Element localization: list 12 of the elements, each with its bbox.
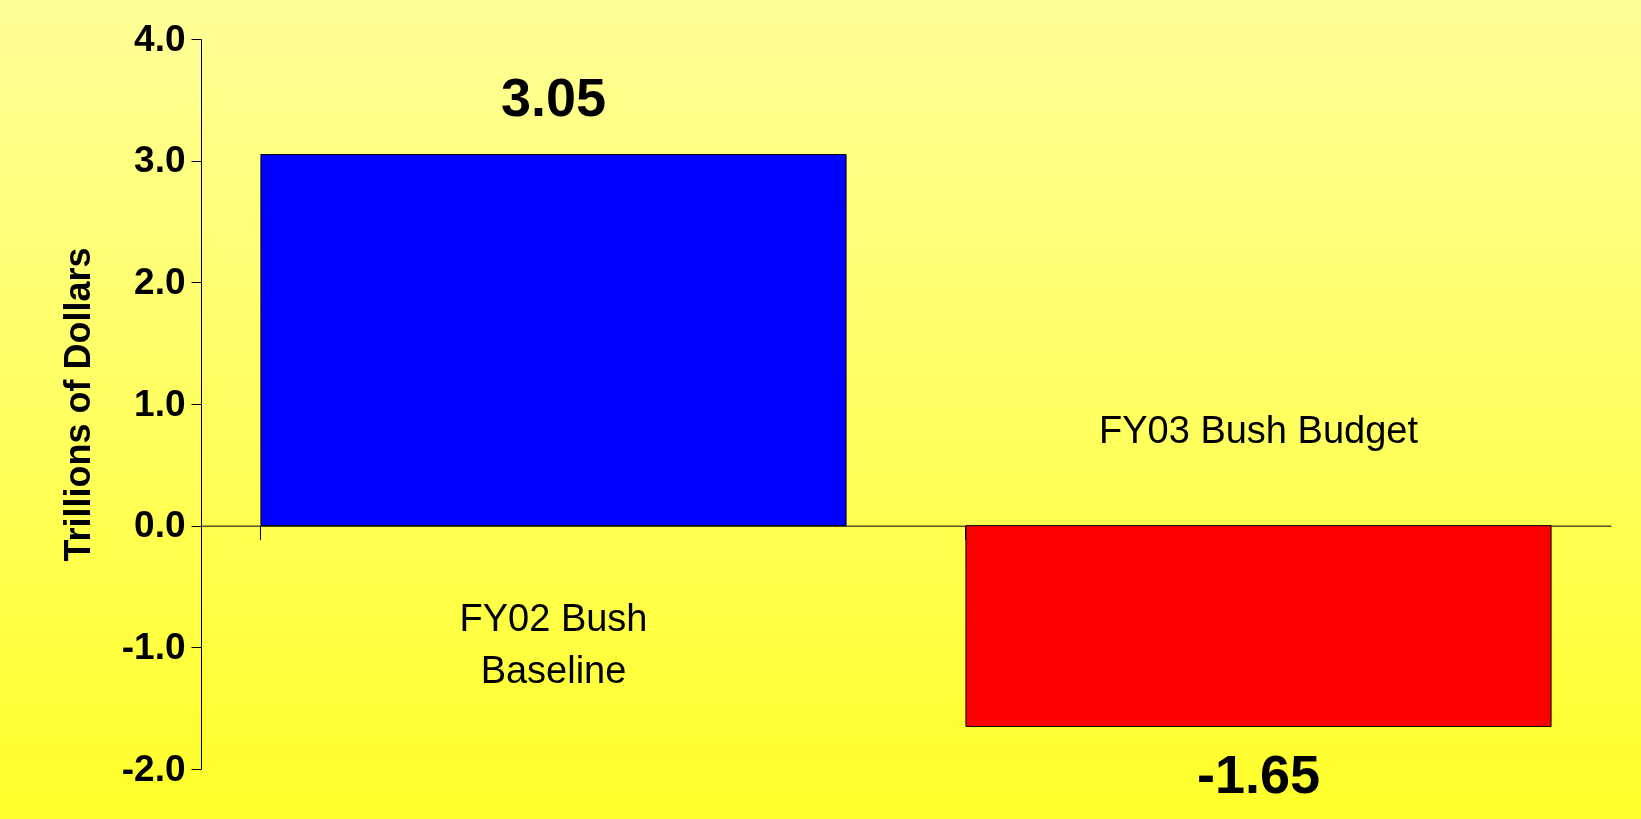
y-tick-label: 0.0: [134, 504, 186, 546]
data-label: 3.05: [500, 66, 607, 127]
y-tick-label: -2.0: [121, 747, 186, 789]
y-tick-label: 3.0: [134, 139, 186, 181]
y-tick-label: 2.0: [134, 260, 186, 302]
x-tick-label: FY02 Bush Baseline: [459, 596, 648, 691]
data-label: -1.65: [1196, 744, 1321, 805]
y-axis-title: Trillions of Dollars: [56, 247, 98, 562]
y-tick-label: 1.0: [134, 382, 186, 424]
x-tick-label: FY03 Bush Budget: [1099, 408, 1419, 451]
y-tick-label: -1.0: [121, 625, 186, 667]
y-tick-label: 4.0: [134, 17, 186, 59]
